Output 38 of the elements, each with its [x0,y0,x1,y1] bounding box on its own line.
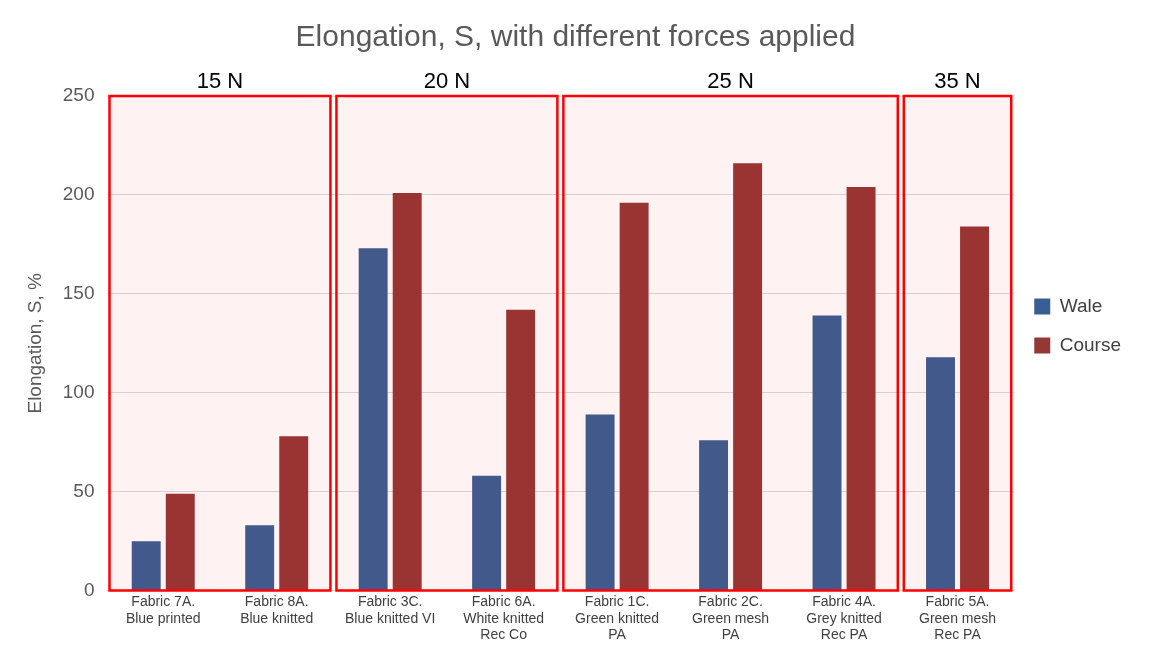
bar [926,357,955,591]
y-axis-title: Elongation, S, % [23,272,45,414]
band-label: 35 N [934,68,981,94]
bar [699,440,729,591]
y-tick-label: 200 [62,183,95,205]
bar [131,541,161,591]
y-tick-label: 250 [62,84,95,106]
x-tick-label: Fabric 1C. Green knitted PA [575,592,660,643]
x-tick-label: Fabric 5A. Green mesh Rec PA [918,592,997,643]
x-tick-label: Fabric 7A. Blue printed [125,592,201,626]
bar [279,436,309,591]
bar [585,414,615,591]
band-label: 20 N [423,68,471,94]
bar [506,309,536,591]
x-tick-label: Fabric 3C. Blue knitted VI [345,592,436,626]
legend-label: Wale [1059,294,1103,316]
chart-title: Elongation, S, with different forces applied [295,19,856,53]
bar [619,202,649,591]
x-tick-label: Fabric 8A. Blue knitted [240,592,314,626]
y-tick-label: 0 [83,578,95,600]
legend-label: Course [1059,333,1121,355]
bar [392,192,422,591]
bar [165,493,195,591]
bar [812,315,842,591]
bar [960,226,989,591]
band-label: 25 N [707,68,754,94]
bar [245,525,275,591]
y-tick-label: 50 [73,479,95,501]
bar [733,163,763,591]
x-tick-label: Fabric 6A. White knitted Rec Co [463,592,545,643]
y-tick-label: 150 [62,282,95,304]
band-label: 15 N [196,68,244,94]
bar [358,248,388,591]
y-tick-label: 100 [62,380,95,402]
bar [472,475,502,591]
bar [846,187,876,591]
x-tick-label: Fabric 2C. Green mesh PA [692,592,770,643]
x-tick-label: Fabric 4A. Grey knitted Rec PA [806,592,882,643]
